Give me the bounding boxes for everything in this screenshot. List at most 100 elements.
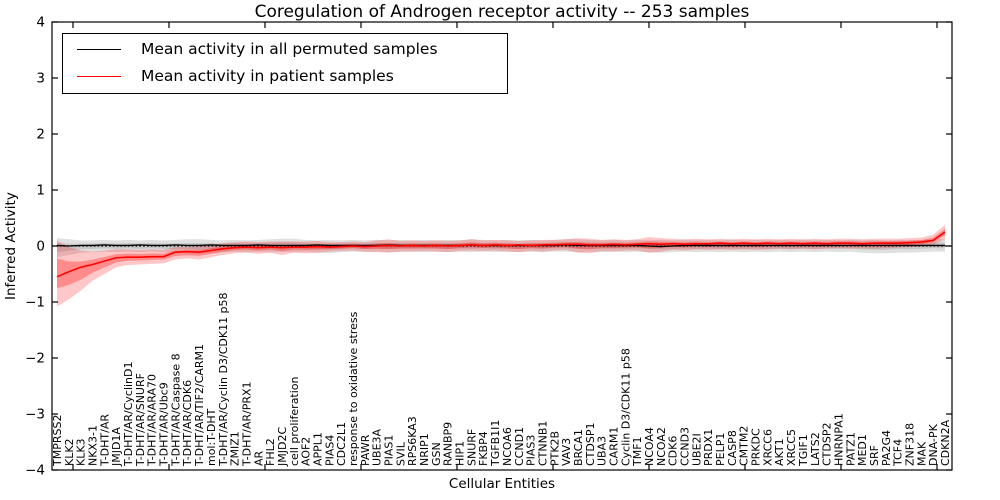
category-label: CASP8	[726, 430, 739, 466]
category-label: cell proliferation	[288, 376, 301, 466]
y-tick-label: −4	[25, 463, 45, 479]
category-label: ZMIZ1	[229, 431, 242, 466]
category-label: AOF2	[300, 437, 313, 466]
category-label: UBE2I	[690, 433, 703, 466]
category-label: MED1	[856, 434, 869, 466]
category-label: PELP1	[714, 433, 727, 466]
category-label: CCND3	[679, 427, 692, 466]
category-label: T-DHT/AR/Caspase 8	[169, 353, 182, 467]
category-label: RANBP9	[442, 422, 455, 466]
category-label: CTNNB1	[536, 421, 549, 466]
patient-band-outer	[57, 224, 945, 307]
category-label: BRCA1	[572, 429, 585, 466]
category-label: T-DHT/AR/Cyclin D3/CDK11 p58	[217, 292, 230, 467]
category-label: T-DHT/AR/ARA70	[146, 374, 159, 467]
category-label: PATZ1	[844, 432, 857, 466]
y-tick-label: 3	[36, 71, 45, 87]
legend-item-patient: Mean activity in patient samples	[77, 67, 497, 85]
category-label: CTDSP1	[584, 423, 597, 466]
category-label: UBE3A	[371, 428, 384, 466]
category-label: JMJD1A	[110, 427, 123, 467]
category-label: HNRNPA1	[832, 413, 845, 466]
category-label: GSN	[430, 442, 443, 466]
black-line-sample-icon	[77, 48, 121, 50]
category-label: TMF1	[631, 436, 644, 467]
category-label: TCF4	[892, 439, 905, 467]
category-label: TGFB1I1	[489, 420, 502, 467]
series-lines	[52, 231, 952, 278]
category-label: KLK2	[63, 438, 76, 466]
category-label: XRCC5	[785, 429, 798, 466]
category-label: PTK2B	[548, 431, 561, 466]
category-label: TGIF1	[797, 434, 810, 467]
legend-label: Mean activity in patient samples	[141, 67, 394, 85]
category-label: CARM1	[607, 427, 620, 466]
category-label: T-DHT/AR/SNURF	[134, 373, 147, 467]
category-label: NRIP1	[418, 433, 431, 466]
category-label: CMTM2	[738, 426, 751, 466]
red-line-sample-icon	[77, 75, 121, 77]
category-label: FHL2	[264, 438, 277, 466]
category-label: T-DHT/AR/PRX1	[240, 381, 253, 467]
y-tick-label: −2	[25, 351, 45, 367]
category-label: SVIL	[394, 441, 407, 466]
category-label: RPS6KA3	[406, 416, 419, 466]
category-label: DNA-PK	[927, 423, 940, 466]
category-label: PIAS3	[525, 435, 538, 466]
category-label: Cyclin D3/CDK11 p58	[619, 348, 632, 466]
category-label: KLK3	[75, 438, 88, 466]
category-labels: TMPRSS2KLK2KLK3NKX3-1T-DHT/ARJMJD1AT-DHT…	[51, 292, 952, 467]
legend: Mean activity in all permuted samples Me…	[62, 33, 508, 94]
confidence-bands	[57, 224, 945, 307]
permuted-band-inner	[57, 242, 945, 252]
category-label: response to oxidative stress	[347, 311, 360, 466]
legend-item-permuted: Mean activity in all permuted samples	[77, 40, 497, 58]
category-label: VAV3	[560, 438, 573, 466]
y-tick-label: 1	[36, 183, 45, 199]
category-label: T-DHT/AR/TIF2/CARM1	[193, 344, 206, 467]
y-tick-label: 2	[36, 127, 45, 143]
chart-title: Coregulation of Androgen receptor activi…	[254, 2, 750, 22]
patient-mean-line	[56, 231, 946, 278]
category-label: CDK6	[667, 436, 680, 466]
category-label: AR	[252, 450, 265, 466]
category-label: NCOA2	[655, 427, 668, 466]
category-label: SNURF	[465, 429, 478, 466]
category-label: FKBP4	[477, 431, 490, 466]
category-label: CDKN2A	[939, 419, 952, 466]
category-label: LATS2	[809, 432, 822, 466]
legend-label: Mean activity in all permuted samples	[141, 40, 438, 58]
category-label: XRCC6	[761, 429, 774, 466]
category-label: CTDSP2	[821, 423, 834, 466]
category-label: PA2G4	[880, 430, 893, 466]
category-label: T-DHT/AR/CDK6	[181, 380, 194, 467]
category-label: NKX3-1	[87, 425, 100, 466]
category-label: TMPRSS2	[51, 415, 64, 467]
category-label: SRF	[868, 445, 881, 466]
category-label: APPL1	[311, 432, 324, 466]
category-label: AKT1	[773, 438, 786, 466]
category-label: CDC2L1	[335, 422, 348, 466]
category-label: NCOA4	[643, 427, 656, 466]
category-label: PRKDC	[750, 428, 763, 466]
category-label: PIAS1	[383, 435, 396, 466]
y-tick-label: 4	[36, 15, 45, 31]
category-label: ZNF318	[903, 423, 916, 466]
category-label: PRDX1	[702, 429, 715, 466]
category-label: T-DHT/AR/CyclinD1	[122, 361, 135, 467]
y-tick-label: 0	[36, 239, 45, 255]
category-label: T-DHT/AR	[98, 414, 111, 467]
category-label: HIP1	[454, 441, 467, 466]
x-axis-label: Cellular Entities	[448, 476, 556, 492]
category-label: JMJD2C	[276, 427, 289, 467]
category-label: MAK	[915, 441, 928, 466]
category-label: CCND1	[513, 427, 526, 466]
category-label: UBA3	[596, 436, 609, 466]
category-label: NCOA6	[501, 427, 514, 466]
category-label: PAWR	[359, 434, 372, 466]
category-label: mol:T-DHT	[205, 408, 218, 466]
category-label: PIAS4	[323, 435, 336, 466]
axes-and-ticks: 4 3 2 1 0 −1 −2 −3 −4	[25, 15, 953, 479]
